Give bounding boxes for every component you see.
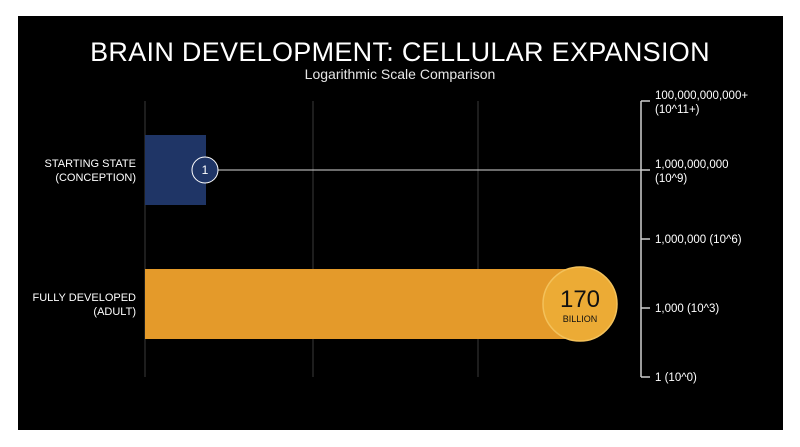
axis-tick-label: 100,000,000,000+ (10^11+) — [655, 90, 748, 116]
data-label-badge — [191, 156, 219, 184]
data-label-value: 1 — [202, 163, 209, 177]
data-label-unit: BILLION — [563, 314, 598, 324]
bar-fully-developed — [145, 269, 577, 339]
axis-tick-label: 1,000,000 (10^6) — [655, 234, 742, 246]
category-label: STARTING STATE (CONCEPTION) — [45, 158, 136, 184]
axis-tick-label: 1,000,000,000 (10^9) — [655, 159, 729, 185]
chart-subtitle: Logarithmic Scale Comparison — [304, 66, 496, 82]
axis-tick-label: 1 (10^0) — [655, 372, 697, 384]
category-label: FULLY DEVELOPED (ADULT) — [32, 292, 136, 318]
data-label-badge — [542, 266, 618, 342]
axis-tick-label: 1,000 (10^3) — [655, 303, 719, 315]
data-label-value: 170 — [560, 286, 600, 313]
chart-title: BRAIN DEVELOPMENT: CELLULAR EXPANSION — [90, 37, 710, 67]
